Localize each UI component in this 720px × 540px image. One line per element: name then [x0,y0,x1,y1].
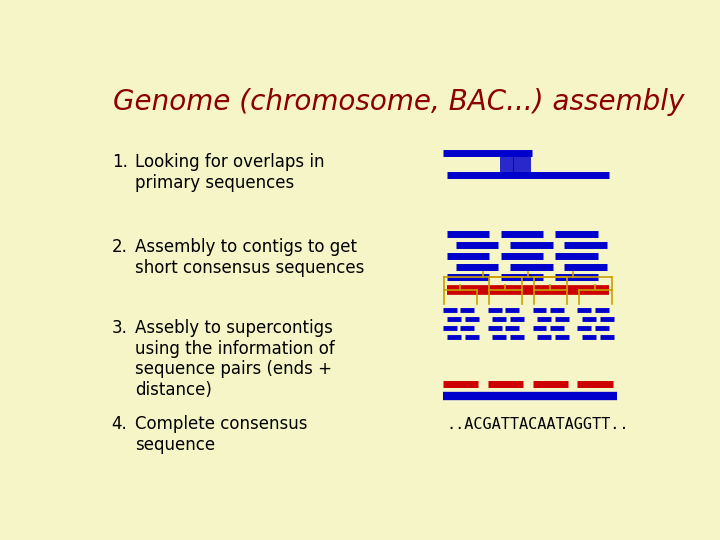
Text: Assebly to supercontigs
using the information of
sequence pairs (ends +
distance: Assebly to supercontigs using the inform… [135,319,335,399]
Text: Genome (chromosome, BAC...) assembly: Genome (chromosome, BAC...) assembly [113,88,685,116]
Text: 2.: 2. [112,238,127,256]
Text: 1.: 1. [112,153,127,171]
Text: ..ACGATTACAATAGGTT..: ..ACGATTACAATAGGTT.. [446,417,629,433]
Text: 3.: 3. [112,319,127,337]
Text: Looking for overlaps in
primary sequences: Looking for overlaps in primary sequence… [135,153,325,192]
Text: 4.: 4. [112,415,127,433]
Text: Assembly to contigs to get
short consensus sequences: Assembly to contigs to get short consens… [135,238,364,277]
Text: Complete consensus
sequence: Complete consensus sequence [135,415,307,454]
